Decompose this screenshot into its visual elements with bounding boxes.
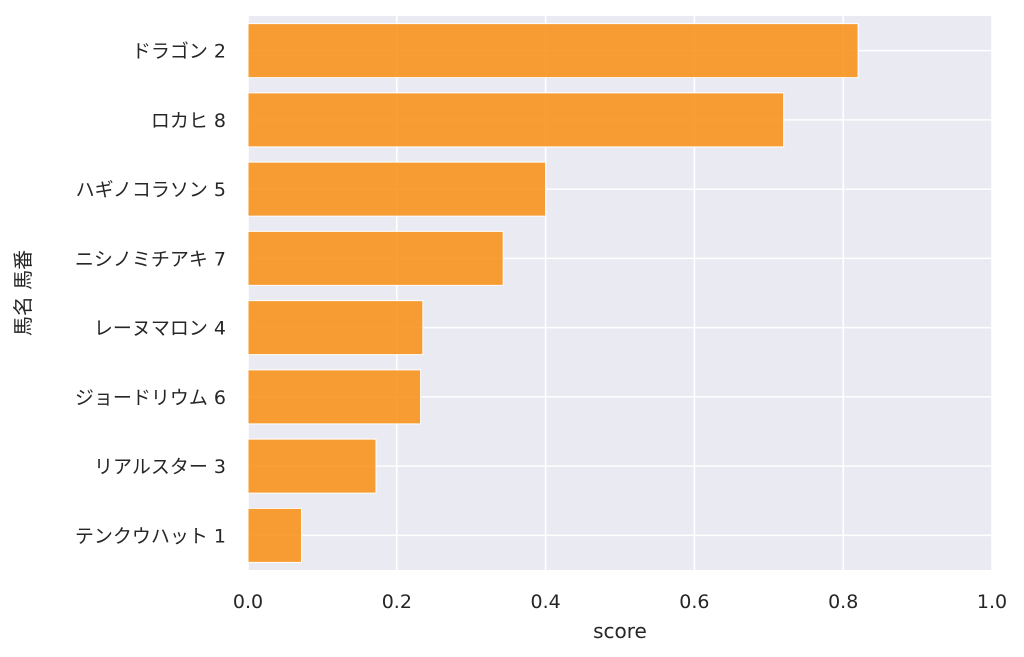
y-tick-label: ニシノミチアキ 7 (75, 248, 226, 270)
bar (247, 438, 377, 494)
y-tick-label: ドラゴン 2 (132, 41, 226, 63)
bar (247, 300, 424, 356)
x-tick-label: 0.4 (530, 591, 560, 613)
x-tick-label: 0.0 (233, 591, 263, 613)
bar (247, 230, 504, 286)
y-tick-label: ハギノコラソン 5 (76, 179, 226, 201)
x-tick-label: 0.8 (828, 591, 858, 613)
y-tick-label: テンクウハット 1 (75, 525, 226, 547)
bar (247, 92, 785, 148)
y-tick-label: ジョードリウム 6 (75, 387, 226, 409)
y-tick-label: レーヌマロン 4 (94, 318, 226, 340)
bar (247, 161, 547, 217)
x-tick-label: 0.6 (679, 591, 709, 613)
y-tick-label: ロカヒ 8 (151, 110, 226, 132)
bar (247, 23, 859, 79)
bar (247, 507, 303, 563)
y-tick-labels: ドラゴン 2 ロカヒ 8 ハギノコラソン 5 ニシノミチアキ 7 レーヌマロン 4 ジョー… (75, 41, 226, 548)
bars (247, 23, 859, 563)
x-axis-title: score (593, 619, 647, 643)
bar (247, 369, 422, 425)
x-tick-label: 1.0 (977, 591, 1007, 613)
y-tick-label: リアルスター 3 (94, 456, 226, 478)
x-tick-labels: 0.0 0.2 0.4 0.6 0.8 1.0 (233, 591, 1007, 613)
y-axis-title: 馬名 馬番 (11, 250, 35, 336)
x-tick-label: 0.2 (382, 591, 412, 613)
